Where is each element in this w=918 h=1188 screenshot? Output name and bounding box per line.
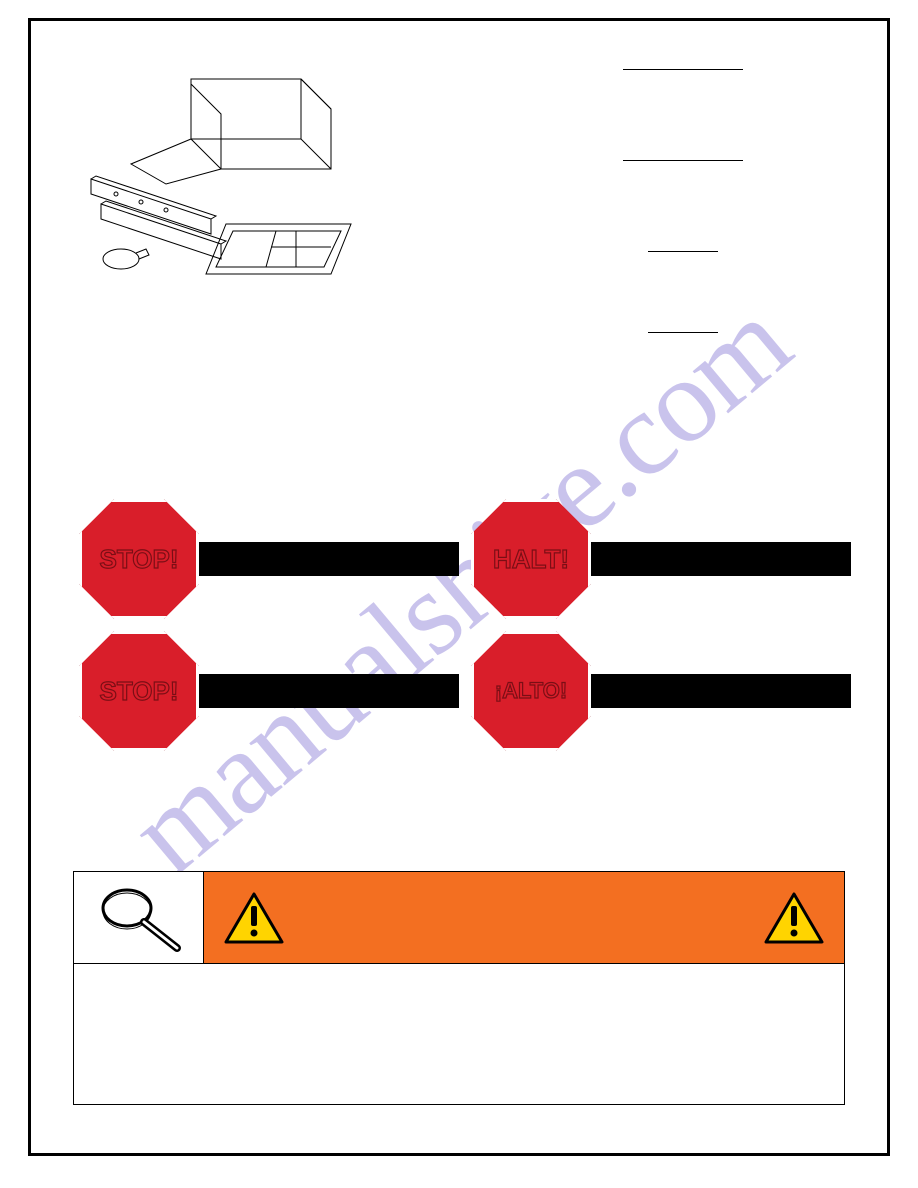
warning-header [74, 872, 844, 964]
stop-sign-icon: STOP! [79, 631, 199, 751]
page: manualshive.com [0, 0, 918, 1188]
warning-banner [204, 872, 844, 963]
magnifier-icon [89, 878, 189, 958]
stop-sign-label: ¡ALTO! [495, 678, 568, 704]
stop-sign-label: HALT! [493, 544, 569, 575]
stop-sign-icon: HALT! [471, 499, 591, 619]
stop-block-de: HALT! [471, 499, 851, 609]
stop-block-en: STOP! [79, 499, 459, 609]
stop-block-es: ¡ALTO! [471, 631, 851, 741]
stop-sign-label: STOP! [100, 544, 179, 575]
stop-bar [189, 674, 459, 708]
stop-sign-label: STOP! [100, 676, 179, 707]
inspect-icon-cell [74, 872, 204, 963]
stop-bar [189, 542, 459, 576]
stop-block-en2: STOP! [79, 631, 459, 741]
stop-sign-icon: ¡ALTO! [471, 631, 591, 751]
warning-box [73, 871, 845, 1105]
stop-sign-icon: STOP! [79, 499, 199, 619]
header-rule-lines [623, 65, 743, 333]
stop-bar [581, 542, 851, 576]
stop-bar [581, 674, 851, 708]
product-line-art [71, 69, 371, 299]
warning-triangle-icon [764, 892, 824, 944]
page-frame: manualshive.com [28, 18, 890, 1156]
warning-triangle-icon [224, 892, 284, 944]
